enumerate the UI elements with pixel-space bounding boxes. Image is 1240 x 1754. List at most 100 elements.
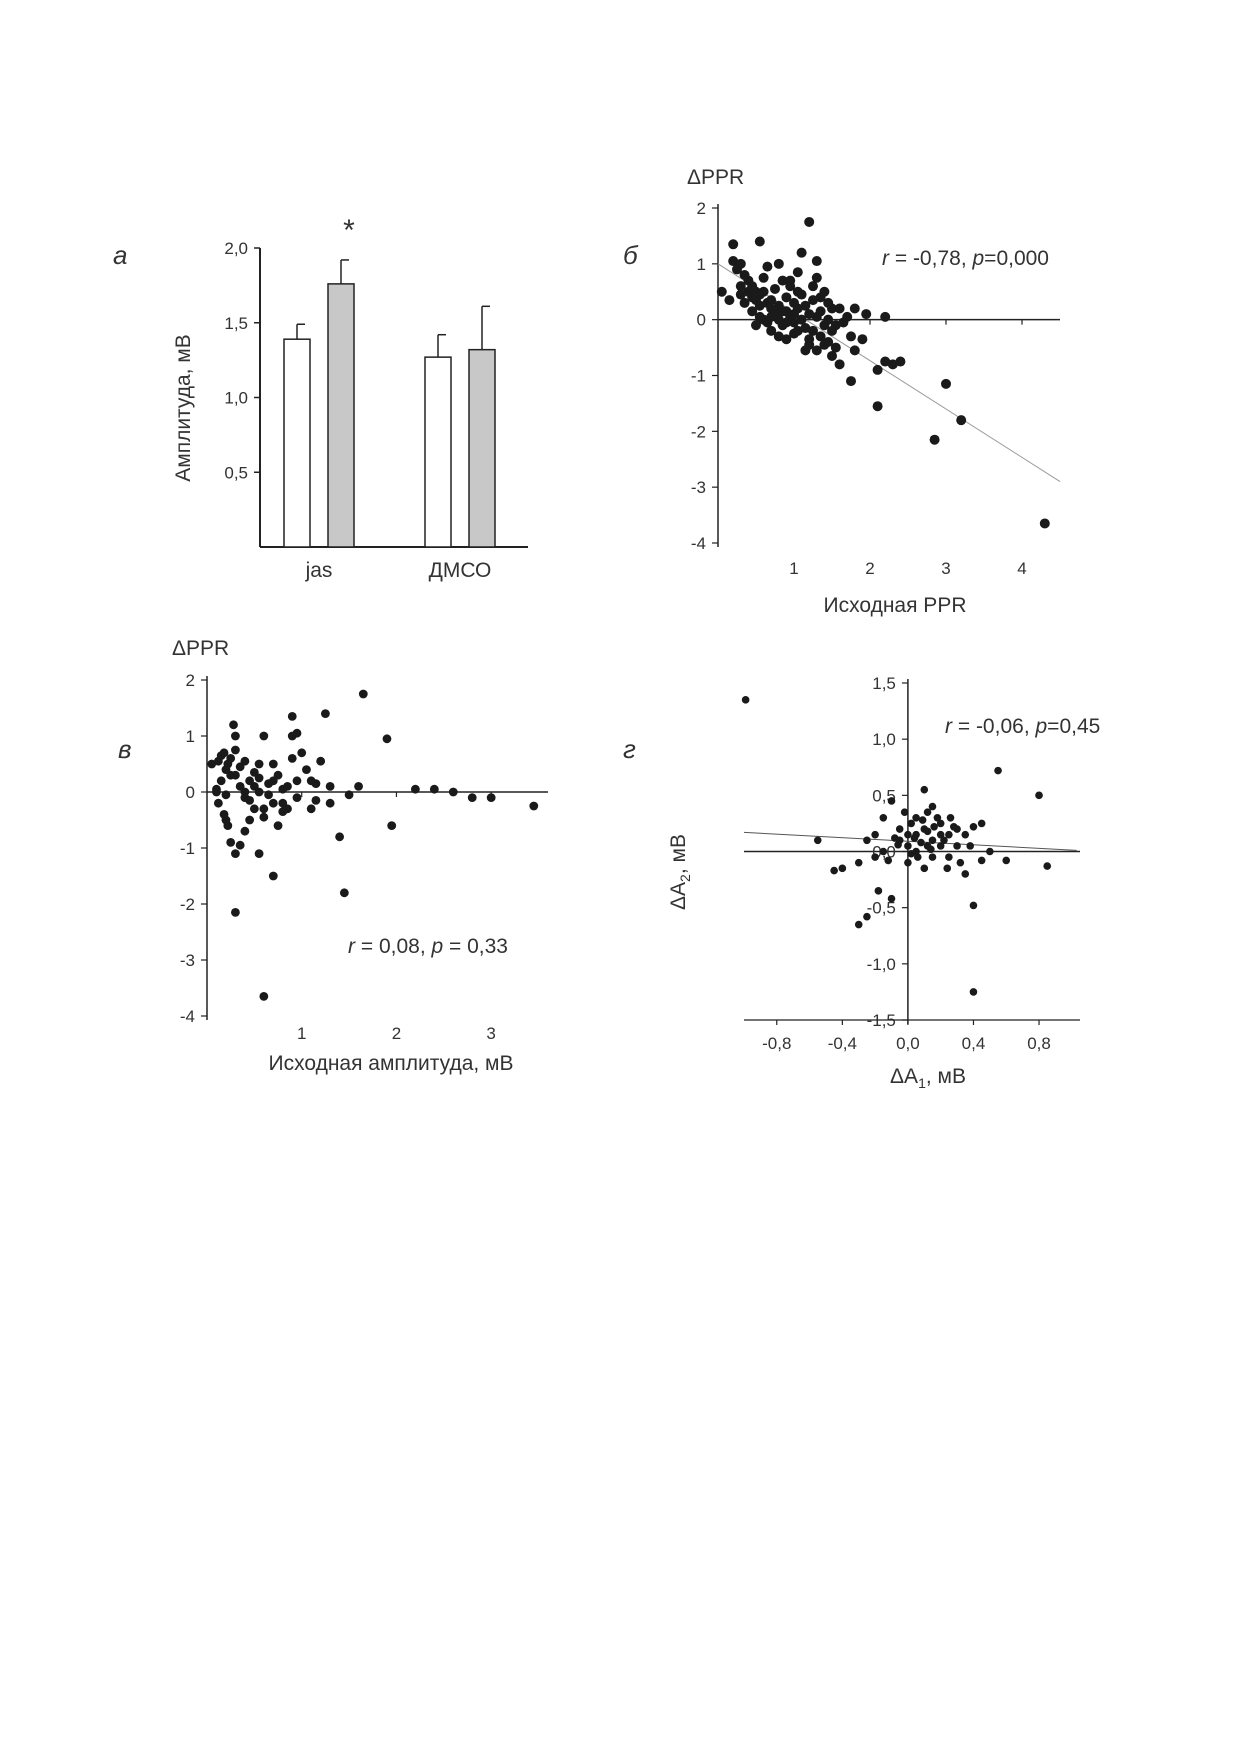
panel-b-point-49 — [823, 314, 834, 325]
panel-b-point-38 — [747, 306, 758, 317]
panel-c-point-58 — [249, 782, 259, 791]
panel-c-point-31 — [292, 793, 302, 802]
panel-c-point-37 — [297, 748, 307, 758]
panel-b-point-87 — [739, 297, 750, 308]
panel-c-point-66 — [344, 790, 354, 800]
panel-d-point-49 — [940, 836, 948, 845]
panel-c-point-45 — [382, 734, 392, 744]
panel-c-statistics: r = 0,08, p = 0,33 — [348, 935, 508, 958]
panel-d-point-22 — [969, 822, 978, 831]
panel-c-y-tick-label-0: 2 — [186, 671, 195, 690]
panel-b-point-64 — [880, 356, 891, 367]
panel-b-point-5 — [735, 281, 746, 292]
panel-b-point-60 — [846, 376, 856, 387]
panel-a-letter: а — [113, 240, 127, 270]
panel-b-point-0 — [716, 286, 727, 297]
panel-d-point-30 — [912, 814, 920, 822]
panel-b-point-10 — [758, 286, 769, 297]
panel-b-point-62 — [857, 334, 868, 345]
panel-d-point-29 — [904, 858, 912, 867]
panel-d-point-7 — [874, 887, 883, 895]
panel-c-point-42 — [339, 888, 349, 898]
panel-b-point-68 — [872, 401, 883, 412]
panel-a-category-dmso: ДМСО — [429, 559, 492, 582]
panel-c-point-85 — [306, 804, 316, 814]
panel-d-point-35 — [953, 842, 961, 850]
panel-d-point-17 — [928, 836, 937, 845]
panel-b-point-22 — [800, 323, 811, 334]
panel-c-x-tick-label-0: 1 — [297, 1024, 306, 1043]
panel-c-point-82 — [302, 765, 311, 774]
panel-b-point-55 — [830, 342, 841, 353]
panel-a-y-tick-label-3: 2,0 — [224, 239, 248, 258]
panel-b-point-101 — [751, 286, 761, 297]
panel-d-x-tick-label-2: 0,0 — [896, 1034, 920, 1053]
panel-d-point-19 — [945, 853, 953, 861]
panel-b-point-39 — [751, 320, 761, 331]
panel-c-letter: в — [118, 734, 132, 764]
panel-d-point-26 — [969, 901, 978, 910]
panel-c-point-51 — [231, 908, 240, 917]
panel-c-point-84 — [292, 776, 302, 786]
panel-c-point-0 — [207, 759, 217, 769]
panel-b-point-94 — [842, 311, 853, 322]
panel-c-point-79 — [231, 745, 240, 755]
panel-c-y-tick-label-2: 0 — [186, 783, 195, 802]
panel-b-x-tick-label-3: 4 — [1017, 559, 1026, 578]
panel-c-point-75 — [259, 812, 269, 822]
panel-a-category-jas: jas — [305, 559, 333, 582]
panel-d-point-10 — [879, 847, 888, 856]
panel-b-point-41 — [754, 311, 765, 322]
panel-b-point-89 — [804, 334, 815, 345]
panel-c-point-53 — [259, 992, 269, 1001]
panel-b-point-92 — [781, 334, 792, 345]
panel-c-point-81 — [254, 759, 264, 769]
panel-d-point-24 — [1002, 856, 1011, 865]
panel-d-point-51 — [956, 858, 965, 867]
panel-c-point-48 — [467, 793, 477, 802]
panel-c-point-30 — [287, 754, 297, 763]
panel-d-point-58 — [977, 819, 986, 828]
panel-c-point-71 — [216, 751, 226, 760]
panel-d-point-1 — [994, 766, 1002, 775]
panel-c-point-80 — [240, 787, 250, 797]
panel-b-point-93 — [800, 345, 811, 356]
panel-c-point-68 — [321, 709, 330, 718]
panel-b-point-100 — [724, 295, 735, 306]
panel-d-x-tick-label-1: -0,4 — [828, 1034, 857, 1053]
panel-d-point-52 — [884, 856, 893, 865]
panel-b-y-tick-label-6: -4 — [691, 534, 706, 553]
panel-d-y-tick-label-4: -0,5 — [867, 899, 896, 918]
panel-b-point-45 — [789, 309, 799, 320]
panel-c-point-32 — [259, 731, 269, 741]
panel-d-point-48 — [933, 814, 942, 822]
panel-c-x-axis-label: Исходная амплитуда, мВ — [269, 1052, 514, 1075]
panel-a-bar-s1-c0 — [327, 283, 355, 548]
panel-b-point-84 — [792, 267, 803, 278]
panel-d-letter: г — [623, 734, 636, 764]
panel-d-point-53 — [900, 808, 909, 816]
panel-c-point-72 — [226, 770, 236, 780]
panel-b-y-tick-label-0: 2 — [697, 199, 706, 218]
panel-c-scatter: в ΔPPR Исходная амплитуда, мВ r = 0,08, … — [118, 637, 548, 1075]
panel-b-point-34 — [770, 283, 780, 294]
panel-c-point-77 — [278, 807, 288, 816]
panel-d-y-tick-label-1: 1,0 — [872, 730, 896, 749]
panel-a-y-tick-label-1: 1,0 — [224, 389, 248, 408]
panel-b-point-78 — [811, 256, 822, 267]
panel-c-point-52 — [254, 849, 264, 858]
panel-b-point-19 — [789, 317, 799, 328]
panel-c-point-34 — [273, 821, 283, 830]
panel-b-point-46 — [800, 300, 811, 311]
panel-b-point-47 — [808, 295, 818, 306]
panel-b-point-102 — [766, 311, 777, 322]
panel-b-point-97 — [735, 289, 746, 300]
panel-a-y-axis-label: Амплитуда, мВ — [172, 334, 195, 482]
panel-b-y-tick-label-4: -2 — [691, 422, 706, 441]
panel-b-point-11 — [754, 300, 765, 311]
panel-a-y-tick-label-0: 0,5 — [224, 463, 248, 482]
panel-b-y-tick-label-5: -3 — [691, 478, 706, 497]
panel-d-scatter: г ΔA2, мВ ΔA1, мВ r = -0,06, p=0,45 1,5 1… — [623, 674, 1100, 1091]
panel-d-point-42 — [928, 802, 937, 811]
